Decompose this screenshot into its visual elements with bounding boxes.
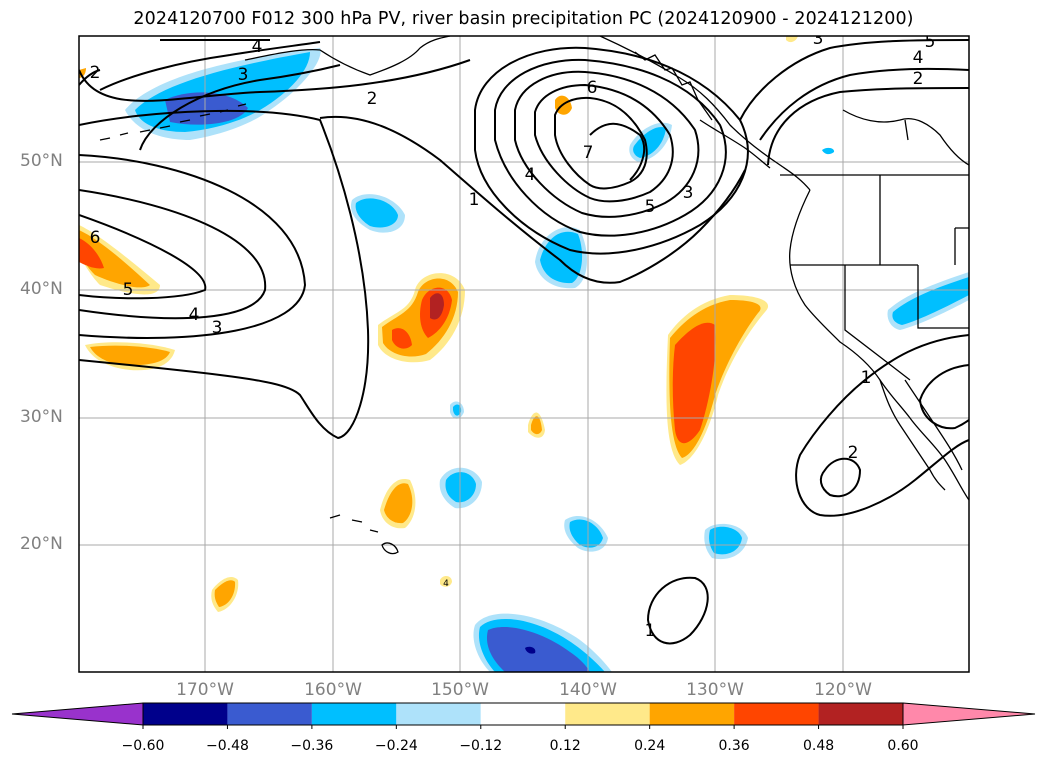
contour-label: 1: [645, 621, 656, 641]
contour-label: 3: [212, 318, 223, 338]
colorbar-segment: [396, 703, 481, 725]
contour-label: 4: [443, 579, 449, 589]
colorbar-segment: [734, 703, 819, 725]
contour-label: 5: [925, 32, 936, 52]
colorbar-tick-label: 0.24: [634, 738, 666, 754]
longitude-label: 170°W: [176, 680, 234, 700]
contour-label: 1: [861, 368, 872, 388]
colorbar-segment: [480, 703, 566, 725]
colorbar-tick-label: −0.48: [205, 738, 249, 754]
longitude-label: 140°W: [559, 680, 617, 700]
colorbar-tick-label: 0.12: [549, 738, 581, 754]
contour-label: 3: [813, 29, 824, 49]
pv-contours: [79, 38, 969, 645]
map-frame: [78, 35, 970, 673]
latitude-label: 50°N: [20, 151, 63, 171]
colorbar-tick-label: 0.36: [718, 738, 750, 754]
contour-label: 2: [848, 443, 859, 463]
colorbar-segment: [818, 703, 903, 725]
colorbar-tick-label: 0.60: [887, 738, 919, 754]
contour-label: 7: [583, 143, 594, 163]
contour-label: 5: [645, 197, 656, 217]
map-title: 2024120700 F012 300 hPa PV, river basin …: [133, 9, 914, 29]
colorbar: [11, 702, 1036, 729]
contour-label: 2: [90, 63, 101, 83]
contour-label: 4: [252, 37, 263, 57]
longitude-label: 150°W: [431, 680, 489, 700]
contour-label: 3: [238, 65, 249, 85]
contour-label: 2: [913, 69, 924, 89]
map-panel: [79, 36, 969, 672]
latitude-label: 20°N: [20, 534, 63, 554]
colorbar-tick-label: −0.60: [121, 738, 165, 754]
colorbar-tick-label: 0.48: [802, 738, 835, 754]
colorbar-arrow-right: [902, 702, 1036, 726]
colorbar-segment: [311, 703, 397, 725]
contour-label: 1: [469, 190, 480, 210]
longitude-label: 130°W: [686, 680, 744, 700]
contour-label: 4: [913, 48, 924, 68]
contour-label: 2: [367, 89, 378, 109]
longitude-label: 120°W: [814, 680, 872, 700]
colorbar-tick-label: −0.36: [290, 738, 334, 754]
precipitation-shading: [79, 36, 969, 672]
contour-label: 6: [90, 228, 101, 248]
latitude-label: 30°N: [20, 407, 63, 427]
colorbar-tick-label: −0.12: [459, 738, 503, 754]
colorbar-segment: [227, 703, 312, 725]
contour-label: 3: [683, 183, 694, 203]
contour-label: 4: [189, 305, 200, 325]
contour-label: 5: [123, 280, 134, 300]
colorbar-segment: [143, 703, 228, 725]
contour-label: 4: [525, 165, 536, 185]
colorbar-segment: [565, 703, 650, 725]
gridlines: [79, 36, 969, 672]
latitude-label: 40°N: [20, 279, 63, 299]
colorbar-segment: [649, 703, 735, 725]
colorbar-arrow-left: [11, 702, 144, 726]
longitude-label: 160°W: [304, 680, 362, 700]
contour-label: 6: [587, 78, 598, 98]
colorbar-tick-label: −0.24: [374, 738, 418, 754]
